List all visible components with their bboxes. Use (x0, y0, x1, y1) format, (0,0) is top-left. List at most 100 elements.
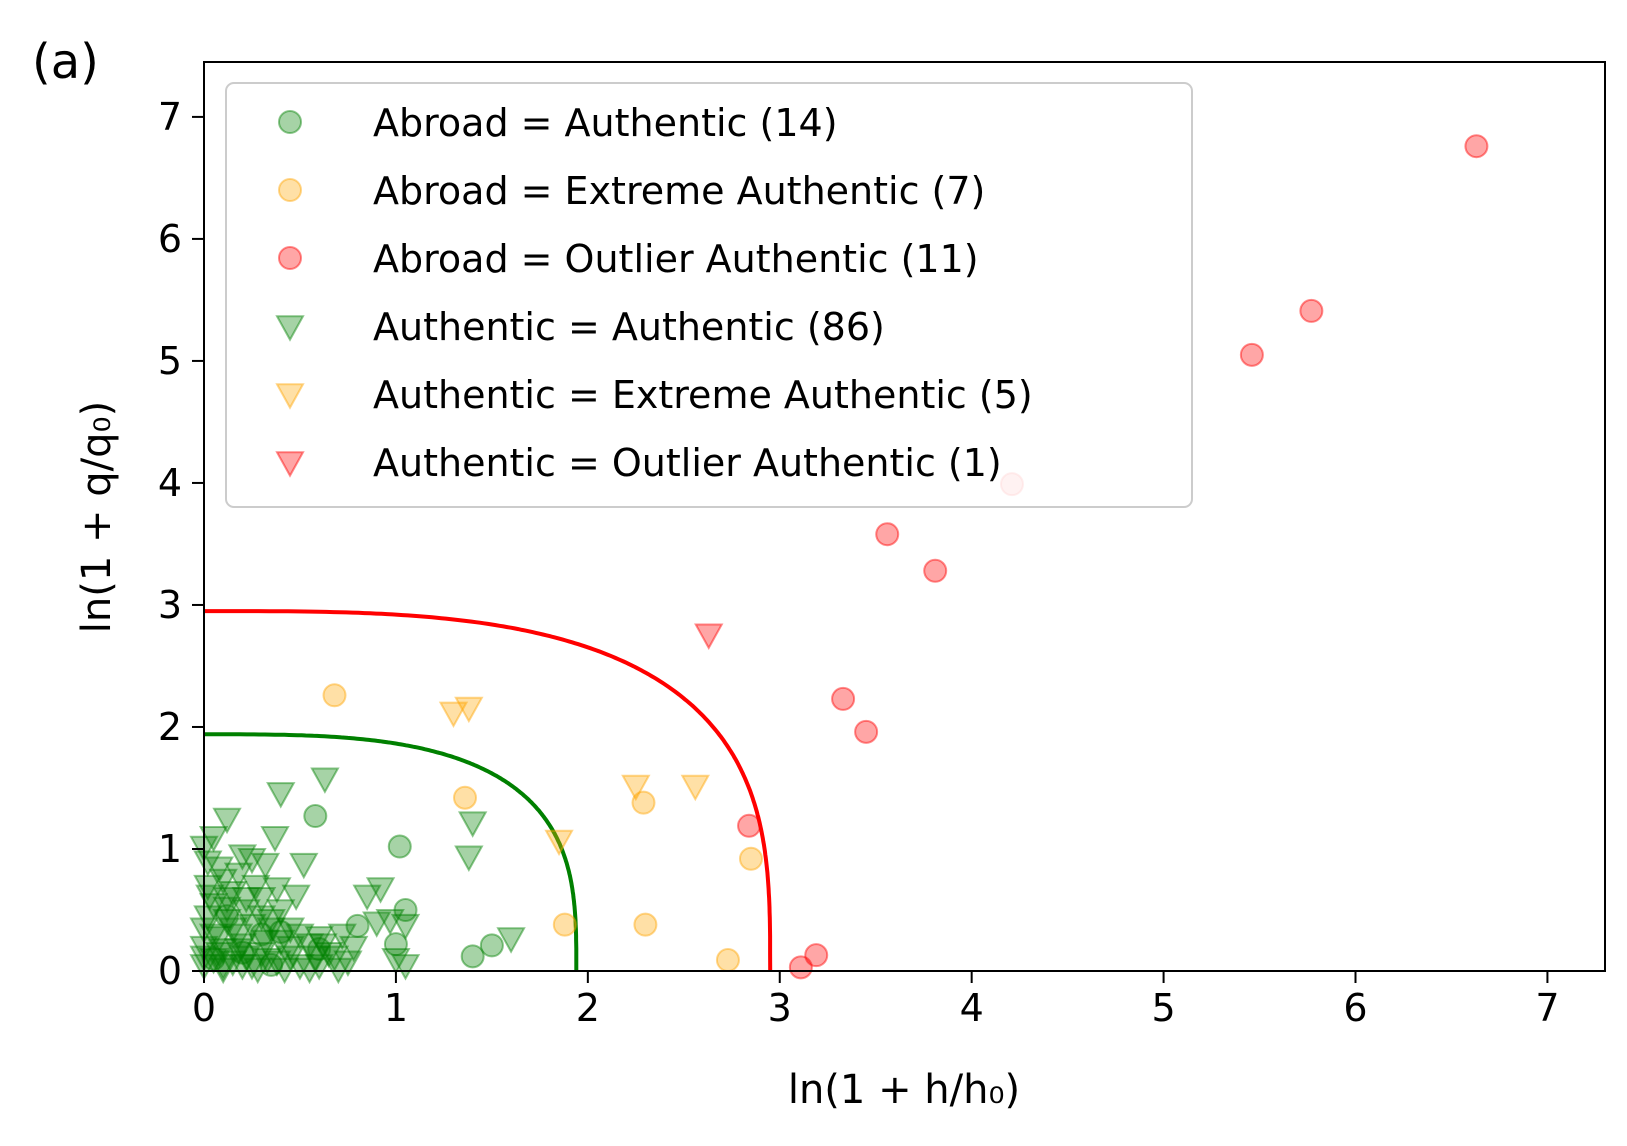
series-5 (694, 623, 724, 650)
series-4 (438, 696, 711, 857)
data-point (804, 943, 829, 968)
data-point (854, 719, 879, 744)
data-point (454, 845, 484, 873)
plot-frame (203, 61, 1606, 972)
data-point (285, 923, 315, 951)
data-point (250, 929, 281, 957)
data-point (268, 919, 293, 944)
threshold-curve-0 (204, 732, 579, 971)
data-point (304, 954, 334, 981)
data-point (252, 948, 283, 975)
legend: Abroad = Authentic (14) Abroad = Extreme … (225, 82, 1193, 508)
data-point (304, 926, 334, 953)
data-point (390, 913, 421, 941)
data-point (212, 896, 242, 924)
data-point (383, 932, 408, 957)
data-point (479, 933, 504, 958)
panel-label: (a) (32, 34, 99, 90)
data-point (198, 948, 229, 975)
data-point (457, 811, 488, 838)
data-point (633, 912, 658, 937)
x-tick-label: 6 (1343, 986, 1367, 1030)
legend-marker (278, 110, 302, 134)
data-point (246, 905, 277, 932)
x-axis-ticks: 0 1 2 3 4 5 6 7 (192, 971, 1560, 1030)
data-point (303, 804, 328, 829)
threshold-curve-1 (204, 609, 773, 972)
data-point (338, 935, 369, 963)
data-point (231, 887, 261, 914)
data-point (352, 884, 382, 912)
data-point (208, 868, 238, 896)
data-point (241, 874, 271, 902)
data-point (250, 852, 281, 880)
data-point (266, 782, 296, 809)
data-point (212, 887, 242, 914)
threshold-curves (204, 609, 773, 972)
data-point (300, 945, 331, 973)
data-point (345, 913, 370, 938)
x-tick-label: 3 (768, 986, 792, 1030)
data-point (453, 785, 478, 810)
data-point (246, 941, 277, 969)
data-point (737, 813, 762, 838)
x-tick-label: 7 (1535, 986, 1559, 1030)
x-tick-label: 5 (1151, 986, 1175, 1030)
data-point (223, 923, 254, 951)
data-point (1299, 298, 1324, 323)
x-tick-label: 1 (384, 986, 408, 1030)
data-point (223, 862, 254, 890)
data-point (212, 807, 242, 835)
data-point (193, 850, 223, 877)
data-point (393, 897, 418, 922)
data-point (227, 844, 258, 871)
data-point (831, 686, 856, 711)
data-point (249, 922, 274, 947)
data-point (715, 948, 740, 973)
y-tick-label: 4 (158, 461, 182, 505)
data-point (218, 917, 248, 945)
data-point (193, 874, 223, 902)
data-point (362, 911, 392, 938)
data-point (227, 933, 258, 960)
legend-marker (275, 451, 305, 478)
data-point (193, 905, 223, 932)
data-point (285, 954, 315, 981)
data-point (738, 846, 763, 871)
data-point (237, 847, 267, 875)
data-point (266, 899, 296, 926)
legend-box (225, 82, 1193, 508)
data-point (260, 826, 290, 853)
y-tick-label: 0 (158, 949, 182, 993)
data-point (381, 948, 411, 975)
data-point (454, 696, 484, 724)
legend-label: Abroad = Authentic (14) (373, 101, 838, 145)
data-point (204, 926, 235, 953)
y-tick-label: 2 (158, 705, 182, 749)
data-point (375, 909, 405, 936)
data-point (223, 938, 254, 965)
data-point (262, 950, 292, 977)
data-point (266, 929, 296, 957)
data-point (631, 790, 656, 815)
data-point (544, 829, 574, 857)
data-point (275, 935, 306, 963)
y-axis-label: ln(1 + q/q₀) (74, 401, 120, 633)
data-point (694, 623, 724, 650)
data-point (438, 701, 469, 729)
series-1 (322, 683, 763, 973)
data-point (281, 884, 311, 912)
data-point (215, 904, 240, 929)
data-point (208, 954, 238, 981)
data-point (204, 856, 235, 883)
y-tick-label: 1 (158, 827, 182, 871)
data-point (314, 941, 344, 969)
data-point (294, 933, 325, 960)
y-tick-label: 5 (158, 339, 182, 383)
data-point (218, 880, 248, 908)
legend-label: Authentic = Extreme Authentic (5) (373, 373, 1033, 417)
data-point (788, 955, 813, 980)
data-point (275, 945, 306, 973)
data-point (237, 913, 267, 941)
